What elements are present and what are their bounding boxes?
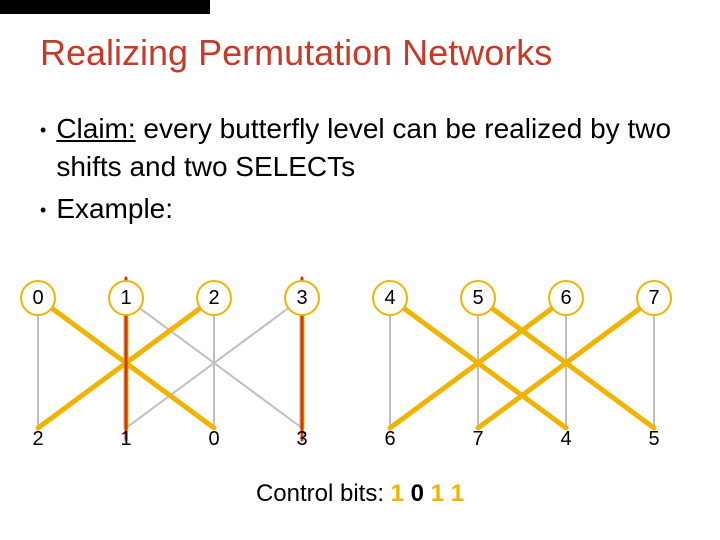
claim-rest: every butterfly level can be realized by… bbox=[56, 113, 671, 182]
bottom-label: 2 bbox=[20, 428, 56, 451]
claim-label: Claim: bbox=[56, 113, 135, 144]
top-node: 1 bbox=[108, 280, 144, 316]
control-bit: 1 bbox=[431, 480, 451, 507]
body-text: • Claim: every butterfly level can be re… bbox=[40, 110, 680, 231]
bottom-label: 5 bbox=[636, 428, 672, 451]
control-bits-prefix: Control bits: bbox=[256, 480, 391, 507]
control-bit: 1 bbox=[391, 480, 411, 507]
bullet-dot-icon: • bbox=[40, 118, 46, 142]
top-node: 6 bbox=[548, 280, 584, 316]
butterfly-diagram: 0 1 2 3 4 5 6 7 2 1 0 3 6 7 4 5 bbox=[0, 260, 720, 460]
bullet-example: • Example: bbox=[40, 190, 680, 228]
bottom-label: 6 bbox=[372, 428, 408, 451]
bottom-label: 0 bbox=[196, 428, 232, 451]
bottom-label: 1 bbox=[108, 428, 144, 451]
top-node: 0 bbox=[20, 280, 56, 316]
slide: Realizing Permutation Networks • Claim: … bbox=[0, 0, 720, 540]
bullet-claim: • Claim: every butterfly level can be re… bbox=[40, 110, 680, 186]
control-bit: 1 bbox=[451, 480, 464, 507]
bottom-label: 4 bbox=[548, 428, 584, 451]
control-bits-values: 1 0 1 1 bbox=[391, 480, 464, 507]
control-bits-line: Control bits: 1 0 1 1 bbox=[0, 480, 720, 508]
bottom-label: 3 bbox=[284, 428, 320, 451]
accent-bar bbox=[0, 0, 210, 14]
top-node: 3 bbox=[284, 280, 320, 316]
top-node: 5 bbox=[460, 280, 496, 316]
bullet-claim-text: Claim: every butterfly level can be real… bbox=[56, 110, 680, 186]
example-label: Example: bbox=[56, 190, 173, 228]
top-node: 4 bbox=[372, 280, 408, 316]
slide-title: Realizing Permutation Networks bbox=[40, 32, 552, 73]
control-bit: 0 bbox=[411, 480, 431, 507]
top-node: 7 bbox=[636, 280, 672, 316]
bottom-label: 7 bbox=[460, 428, 496, 451]
top-node: 2 bbox=[196, 280, 232, 316]
bullet-dot-icon: • bbox=[40, 198, 46, 222]
